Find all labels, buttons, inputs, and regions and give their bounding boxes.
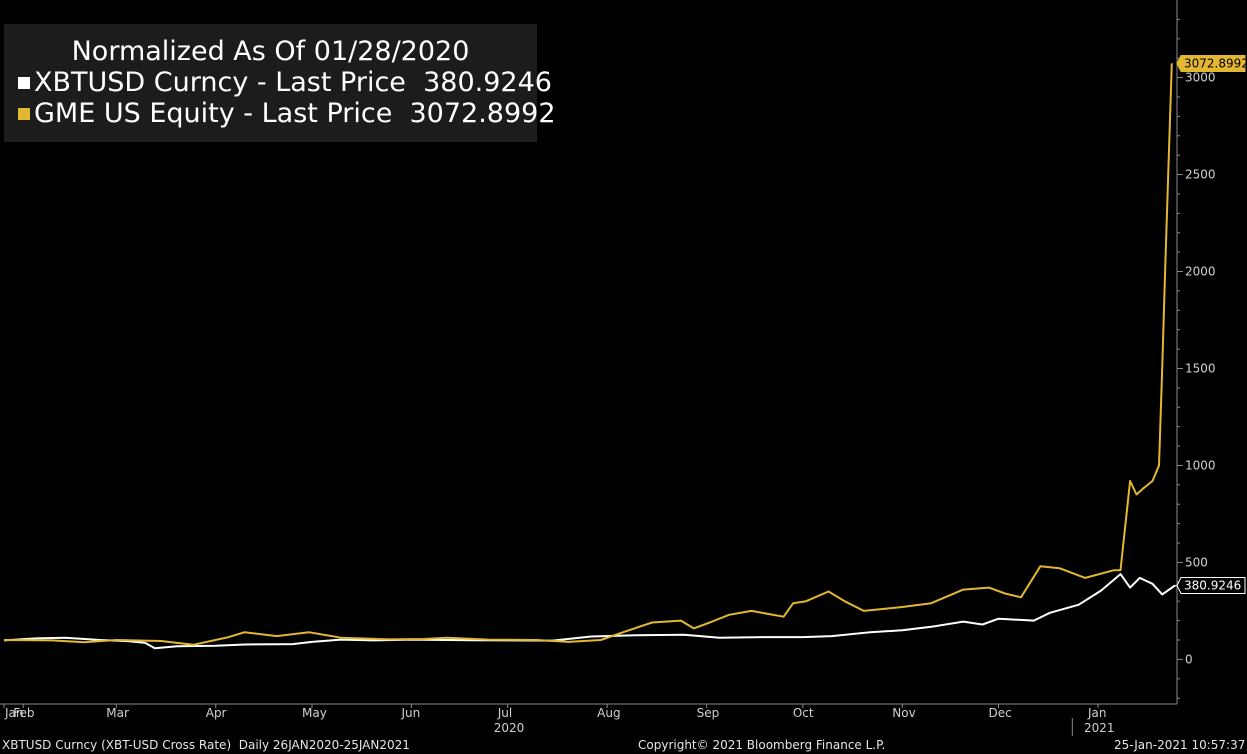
x-tick-label: Sep (697, 706, 720, 720)
legend-swatch-xbtusd (18, 77, 30, 89)
footer-right: 25-Jan-2021 10:57:37 (1114, 738, 1246, 752)
x-tick-label: Aug (597, 706, 620, 720)
y-tick-label: 2000 (1185, 265, 1216, 279)
last-value-tag-xbtusd (1176, 577, 1246, 595)
x-tick-label: Feb (13, 706, 34, 720)
legend-value-gme: 3072.8992 (409, 98, 556, 129)
y-tick-label: 1500 (1185, 361, 1216, 375)
y-axis: 0 500 1000 1500 2000 2500 3000 (1176, 0, 1216, 704)
x-tick-label: Jan (4, 706, 24, 720)
last-value-label-xbtusd: 380.9246 (1184, 579, 1241, 593)
legend: Normalized As Of 01/28/2020 XBTUSD Curnc… (4, 24, 556, 142)
x-tick-label: Jun (400, 706, 420, 720)
y-tick-label: 2500 (1185, 168, 1216, 182)
last-value-label-gme: 3072.8992 (1184, 56, 1247, 70)
legend-value-xbtusd: 380.9246 (423, 67, 552, 98)
last-value-tag-gme (1176, 54, 1246, 72)
legend-title: Normalized As Of 01/28/2020 (71, 36, 470, 67)
footer-left: XBTUSD Curncy (XBT-USD Cross Rate) Daily… (2, 738, 410, 752)
x-tick-label: Jul (497, 706, 512, 720)
year-label: 2020 (494, 721, 525, 735)
year-label: 2021 (1084, 721, 1115, 735)
x-tick-label: May (302, 706, 327, 720)
x-tick-label: Apr (206, 706, 227, 720)
y-tick-label: 1000 (1185, 458, 1216, 472)
x-tick-label: Nov (892, 706, 915, 720)
legend-label-xbtusd: XBTUSD Curncy - Last Price (34, 67, 406, 98)
x-tick-label: Oct (793, 706, 814, 720)
series-layer (3, 63, 1176, 650)
legend-entry-gme: GME US Equity - Last Price 3072.8992 (18, 98, 556, 129)
y-tick-label: 3000 (1185, 71, 1216, 85)
legend-label-gme: GME US Equity - Last Price (34, 98, 393, 129)
last-value-tags: 380.9246 3072.8992 (1175, 54, 1247, 595)
x-tick-label: Jan (1087, 706, 1107, 720)
footer-center: Copyright© 2021 Bloomberg Finance L.P. (638, 738, 886, 752)
y-tick-label: 500 (1185, 555, 1208, 569)
x-tick-label: Dec (989, 706, 1012, 720)
legend-entry-xbtusd: XBTUSD Curncy - Last Price 380.9246 (18, 67, 552, 98)
series-line-xbtusd (3, 573, 1176, 650)
series-line-gme (3, 63, 1173, 646)
x-tick-label: Mar (106, 706, 129, 720)
y-tick-label: 0 (1185, 652, 1193, 666)
legend-swatch-gme (18, 108, 30, 120)
